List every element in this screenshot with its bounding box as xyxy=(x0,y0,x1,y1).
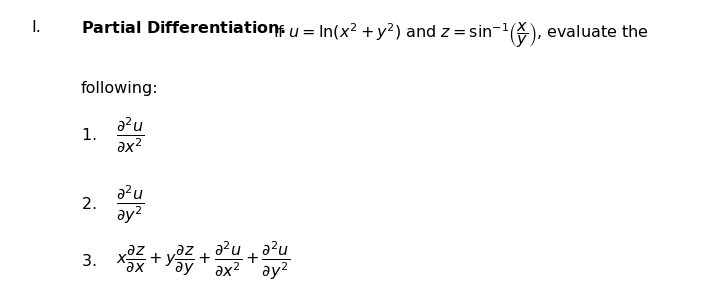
Text: $1.$: $1.$ xyxy=(81,127,96,143)
Text: following:: following: xyxy=(81,81,158,96)
Text: If $u = \ln(x^2 + y^2)$ and $z = \sin^{-1}\!\left(\dfrac{x}{y}\right)$, evaluate: If $u = \ln(x^2 + y^2)$ and $z = \sin^{-… xyxy=(268,20,648,50)
Text: $\dfrac{\partial^2 u}{\partial y^2}$: $\dfrac{\partial^2 u}{\partial y^2}$ xyxy=(116,183,144,226)
Text: $\dfrac{\partial^2 u}{\partial x^2}$: $\dfrac{\partial^2 u}{\partial x^2}$ xyxy=(116,116,144,154)
Text: $\mathbf{Partial\ Differentiation.}$: $\mathbf{Partial\ Differentiation.}$ xyxy=(81,20,286,36)
Text: $x\dfrac{\partial z}{\partial x} + y\dfrac{\partial z}{\partial y} + \dfrac{\par: $x\dfrac{\partial z}{\partial x} + y\dfr… xyxy=(116,240,290,282)
Text: $3.$: $3.$ xyxy=(81,253,96,269)
Text: I.: I. xyxy=(32,20,42,35)
Text: $2.$: $2.$ xyxy=(81,196,96,213)
